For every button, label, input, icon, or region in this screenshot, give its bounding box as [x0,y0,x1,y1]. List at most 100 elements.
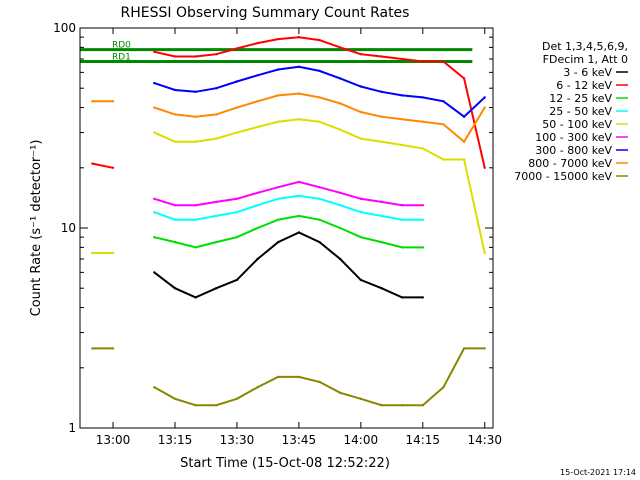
data-point [483,106,486,109]
data-point [194,55,197,58]
data-point [111,251,115,255]
data-point [277,186,280,189]
x-tick-label: 13:15 [158,433,193,447]
data-point [194,246,197,249]
data-point [235,236,239,239]
data-point [153,211,156,214]
data-point [173,218,177,221]
legend: Det 1,3,4,5,6,9,FDecim 1, Att 03 - 6 keV… [514,40,628,183]
data-point [318,120,321,123]
data-point [153,106,156,109]
data-point [277,120,280,123]
data-point [359,137,362,140]
data-point [380,115,383,118]
data-point [235,106,239,109]
data-point [215,200,218,204]
data-point [318,38,321,42]
data-point [173,397,177,400]
data-point [91,347,94,350]
data-point [339,391,342,394]
data-point [380,200,383,204]
data-point [256,257,259,261]
data-point [483,96,486,99]
data-point [400,218,404,221]
data-point [277,94,280,97]
data-point [173,240,177,244]
y-tick-label: 1 [68,421,76,435]
attenuator-label: RD0 [112,41,131,51]
data-point [318,96,321,99]
data-point [153,386,156,389]
series-line [92,162,114,169]
data-point [359,197,362,200]
data-point [277,37,280,41]
plot-frame [79,27,494,429]
data-point [215,137,218,140]
series-line [154,36,486,169]
data-point [462,140,466,143]
data-point [318,380,321,384]
y-tick-label: 100 [53,21,76,35]
data-point [277,375,280,379]
data-point [339,102,342,105]
data-point [153,197,156,200]
data-point [215,287,218,290]
data-point [442,100,445,103]
data-point [421,218,424,221]
data-point [256,204,259,207]
data-point [400,204,404,207]
data-point [297,118,301,121]
data-point [462,347,466,350]
data-point [400,246,404,249]
data-point [235,80,239,83]
legend-label: 25 - 50 keV [549,105,612,118]
data-point [235,397,239,400]
x-tick-label: 14:30 [467,433,502,447]
data-point [215,113,218,116]
data-point [380,55,383,58]
series-line [154,214,423,249]
data-point [297,65,301,69]
data-point [235,211,239,214]
data-point [421,120,424,123]
data-point [421,147,424,150]
data-point [194,90,197,94]
data-point [173,204,177,207]
data-point [400,94,404,97]
data-point [400,57,404,61]
data-point [277,240,280,244]
data-point [173,55,177,58]
legend-label: 50 - 100 keV [542,118,612,131]
y-axis-label: Count Rate (s⁻¹ detector⁻¹) [29,140,44,317]
data-point [318,69,321,73]
data-point [256,125,259,129]
series-line [153,347,485,407]
data-point [380,287,383,290]
legend-label: 6 - 12 keV [556,79,612,92]
legend-label: 12 - 25 keV [549,92,612,105]
data-point [256,386,259,389]
data-point [400,118,404,121]
data-point [462,158,466,161]
data-point [380,240,383,244]
data-point [256,191,259,194]
data-point [194,204,197,207]
data-point [256,41,259,45]
data-point [153,81,156,85]
data-point [339,46,342,49]
legend-label: 7000 - 15000 keV [514,170,612,183]
data-point [483,347,486,350]
data-point [442,386,445,389]
axes: 13:00 13:15 13:30 13:45 14:00 14:15 14:30 1 10 10… [53,21,502,447]
data-point [297,92,301,95]
data-point [339,226,342,230]
data-point [215,404,218,407]
data-point [173,140,177,143]
data-point [277,218,280,221]
data-point [153,131,156,134]
data-point [297,36,301,39]
data-point [111,100,115,103]
legend-label: 800 - 7000 keV [528,157,612,170]
